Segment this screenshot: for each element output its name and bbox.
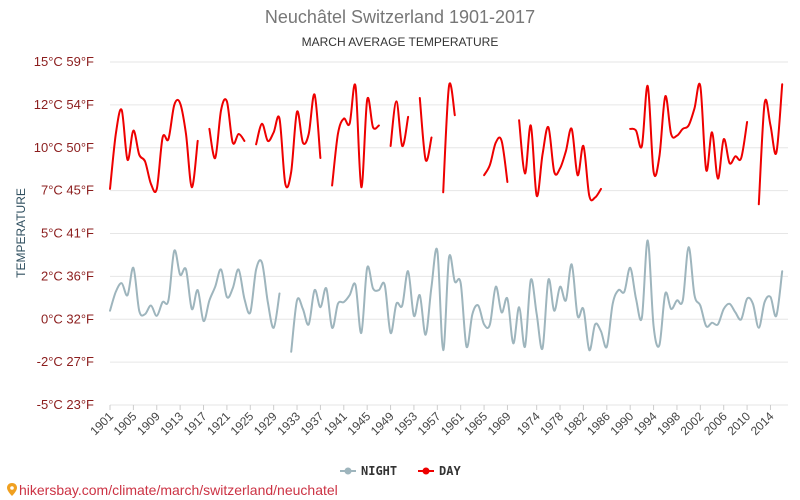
y-tick-label: 12°C 54°F [34, 97, 94, 112]
x-tick-label: 1969 [485, 409, 514, 438]
night-series-line [109, 249, 281, 329]
x-tick-label: 1965 [461, 409, 490, 438]
x-tick-label: 1929 [251, 409, 280, 438]
y-axis-title: TEMPERATURE [14, 188, 28, 278]
night-series-line [290, 239, 784, 353]
grid [110, 61, 788, 406]
legend-item-night[interactable]: NIGHT [340, 464, 397, 478]
plot-area [109, 82, 784, 353]
footer-link[interactable]: hikersbay.com/climate/march/switzerland/… [19, 482, 338, 498]
x-tick-label: 1905 [111, 409, 140, 438]
x-tick-label: 2006 [701, 409, 730, 438]
y-tick-label: 0°C 32°F [41, 311, 94, 326]
footer[interactable]: hikersbay.com/climate/march/switzerland/… [7, 482, 338, 498]
x-tick-label: 1901 [87, 409, 116, 438]
x-tick-label: 1949 [368, 409, 397, 438]
legend-day-marker [422, 467, 430, 475]
x-tick-label: 2014 [748, 409, 777, 438]
y-axis-ticks: 15°C 59°F 12°C 54°F 10°C 50°F 7°C 45°F 5°C 4… [34, 54, 94, 412]
y-tick-label: 10°C 50°F [34, 140, 94, 155]
legend-night-label: NIGHT [361, 464, 397, 478]
y-tick-label: 5°C 41°F [41, 226, 94, 241]
x-tick-label: 1978 [537, 409, 566, 438]
x-tick-label: 1986 [584, 409, 613, 438]
y-tick-label: -5°C 23°F [37, 397, 94, 412]
legend[interactable]: NIGHT DAY [340, 464, 461, 478]
legend-day-label: DAY [439, 464, 461, 478]
legend-night-marker [344, 467, 352, 475]
x-tick-label: 1941 [321, 409, 350, 438]
day-series-line [389, 100, 410, 148]
x-tick-label: 2010 [724, 409, 753, 438]
day-series-line [109, 98, 199, 193]
x-tick-label: 1913 [157, 409, 186, 438]
chart-title: Neuchâtel Switzerland 1901-2017 [265, 7, 535, 27]
legend-item-day[interactable]: DAY [418, 464, 461, 478]
x-tick-label: 1998 [654, 409, 683, 438]
y-tick-label: 7°C 45°F [41, 183, 94, 198]
day-series-line [255, 93, 322, 189]
x-tick-label: 1909 [134, 409, 163, 438]
day-series-line [331, 83, 380, 189]
location-pin-icon [7, 483, 17, 496]
x-tick-label: 2002 [678, 409, 707, 438]
x-tick-label: 1974 [514, 409, 543, 438]
x-tick-label: 1994 [631, 409, 660, 438]
x-tick-label: 1933 [274, 409, 303, 438]
x-tick-label: 1982 [561, 409, 590, 438]
day-series-line [208, 98, 246, 160]
x-tick-label: 1945 [345, 409, 374, 438]
x-tick-label: 1953 [391, 409, 420, 438]
y-tick-label: 15°C 59°F [34, 54, 94, 69]
y-tick-label: -2°C 27°F [37, 354, 94, 369]
x-tick-label: 1917 [181, 409, 210, 438]
x-tick-label: 1990 [608, 409, 637, 438]
day-series-line [518, 119, 602, 202]
day-series-line [483, 136, 509, 183]
x-tick-label: 1937 [298, 409, 327, 438]
day-series-line [442, 82, 456, 194]
chart-subtitle: MARCH AVERAGE TEMPERATURE [302, 35, 499, 49]
x-tick-label: 1961 [438, 409, 467, 438]
x-tick-label: 1921 [204, 409, 233, 438]
day-series-line [418, 97, 433, 162]
day-series-line [629, 82, 749, 180]
day-series-line [757, 83, 784, 206]
x-tick-label: 1925 [228, 409, 257, 438]
x-axis-ticks: 1901190519091913191719211925192919331937… [87, 405, 777, 438]
y-tick-label: 2°C 36°F [41, 268, 94, 283]
x-tick-label: 1957 [415, 409, 444, 438]
